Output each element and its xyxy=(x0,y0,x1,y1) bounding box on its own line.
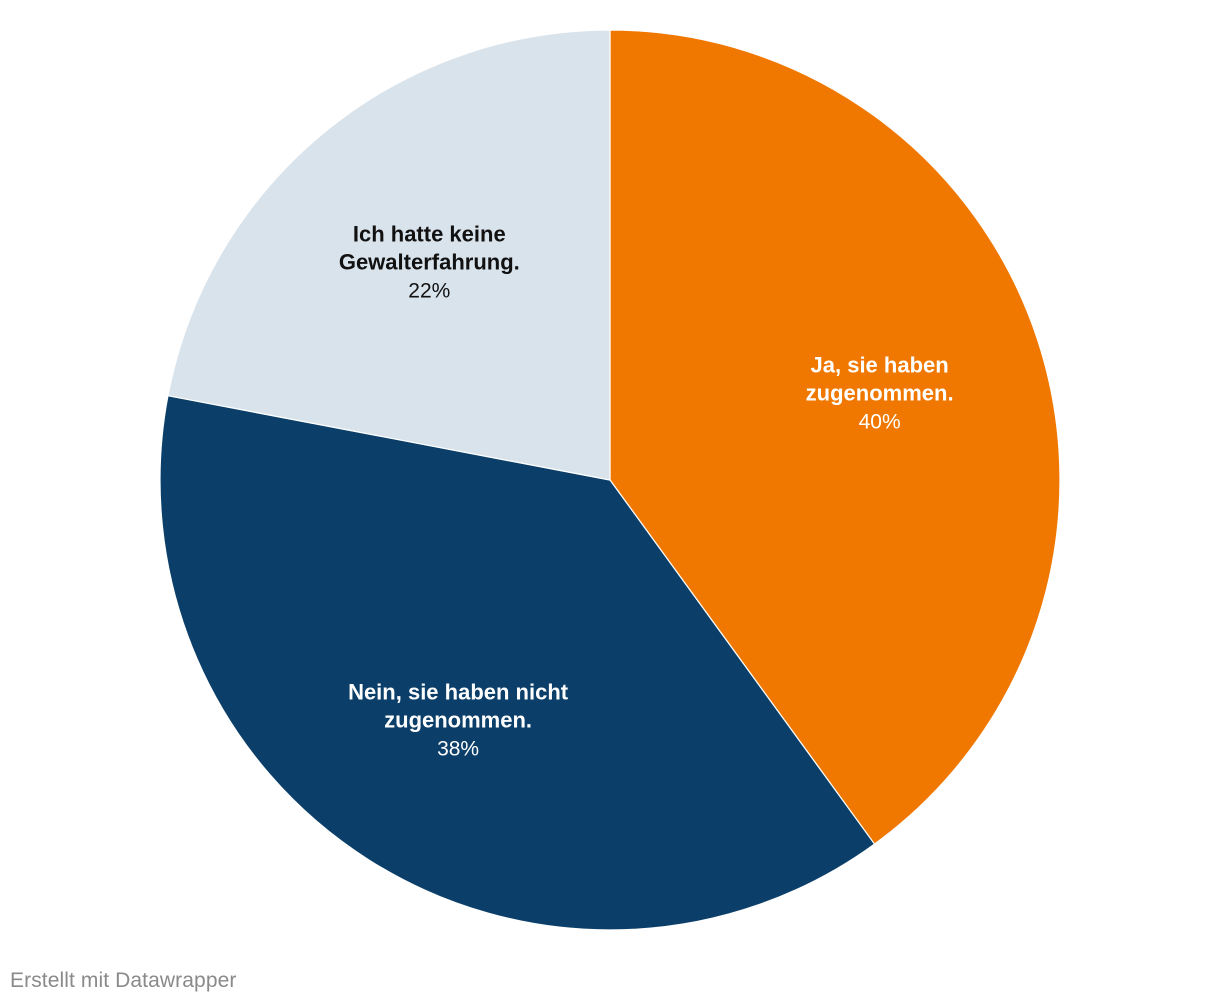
slice-label-line: Ja, sie haben xyxy=(811,352,949,377)
pie-slices xyxy=(159,29,1061,931)
slice-label-3: Ich hatte keine Gewalterfahrung. 22% xyxy=(339,222,520,303)
slice-label-1: Ja, sie haben zugenommen. 40% xyxy=(806,352,954,433)
pie-slice-2 xyxy=(159,394,876,931)
slice-label-line: Ich hatte keine xyxy=(353,222,506,247)
slice-value-label: 38% xyxy=(437,737,479,760)
slice-value-label: 40% xyxy=(859,410,901,433)
slice-label-line: zugenommen. xyxy=(806,380,954,405)
slice-value-label: 22% xyxy=(408,280,450,303)
slice-label-line: Nein, sie haben nicht xyxy=(348,679,569,704)
pie-slice-3 xyxy=(167,29,611,481)
slice-label-2: Nein, sie haben nicht zugenommen. 38% xyxy=(348,679,569,760)
credit-footer: Erstellt mit Datawrapper xyxy=(10,969,237,992)
pie-labels: Ja, sie haben zugenommen. 40% Nein, sie hab… xyxy=(339,222,954,761)
slice-label-line: zugenommen. xyxy=(384,707,532,732)
pie-slice-1 xyxy=(609,29,1061,845)
slice-label-line: Gewalterfahrung. xyxy=(339,250,520,275)
